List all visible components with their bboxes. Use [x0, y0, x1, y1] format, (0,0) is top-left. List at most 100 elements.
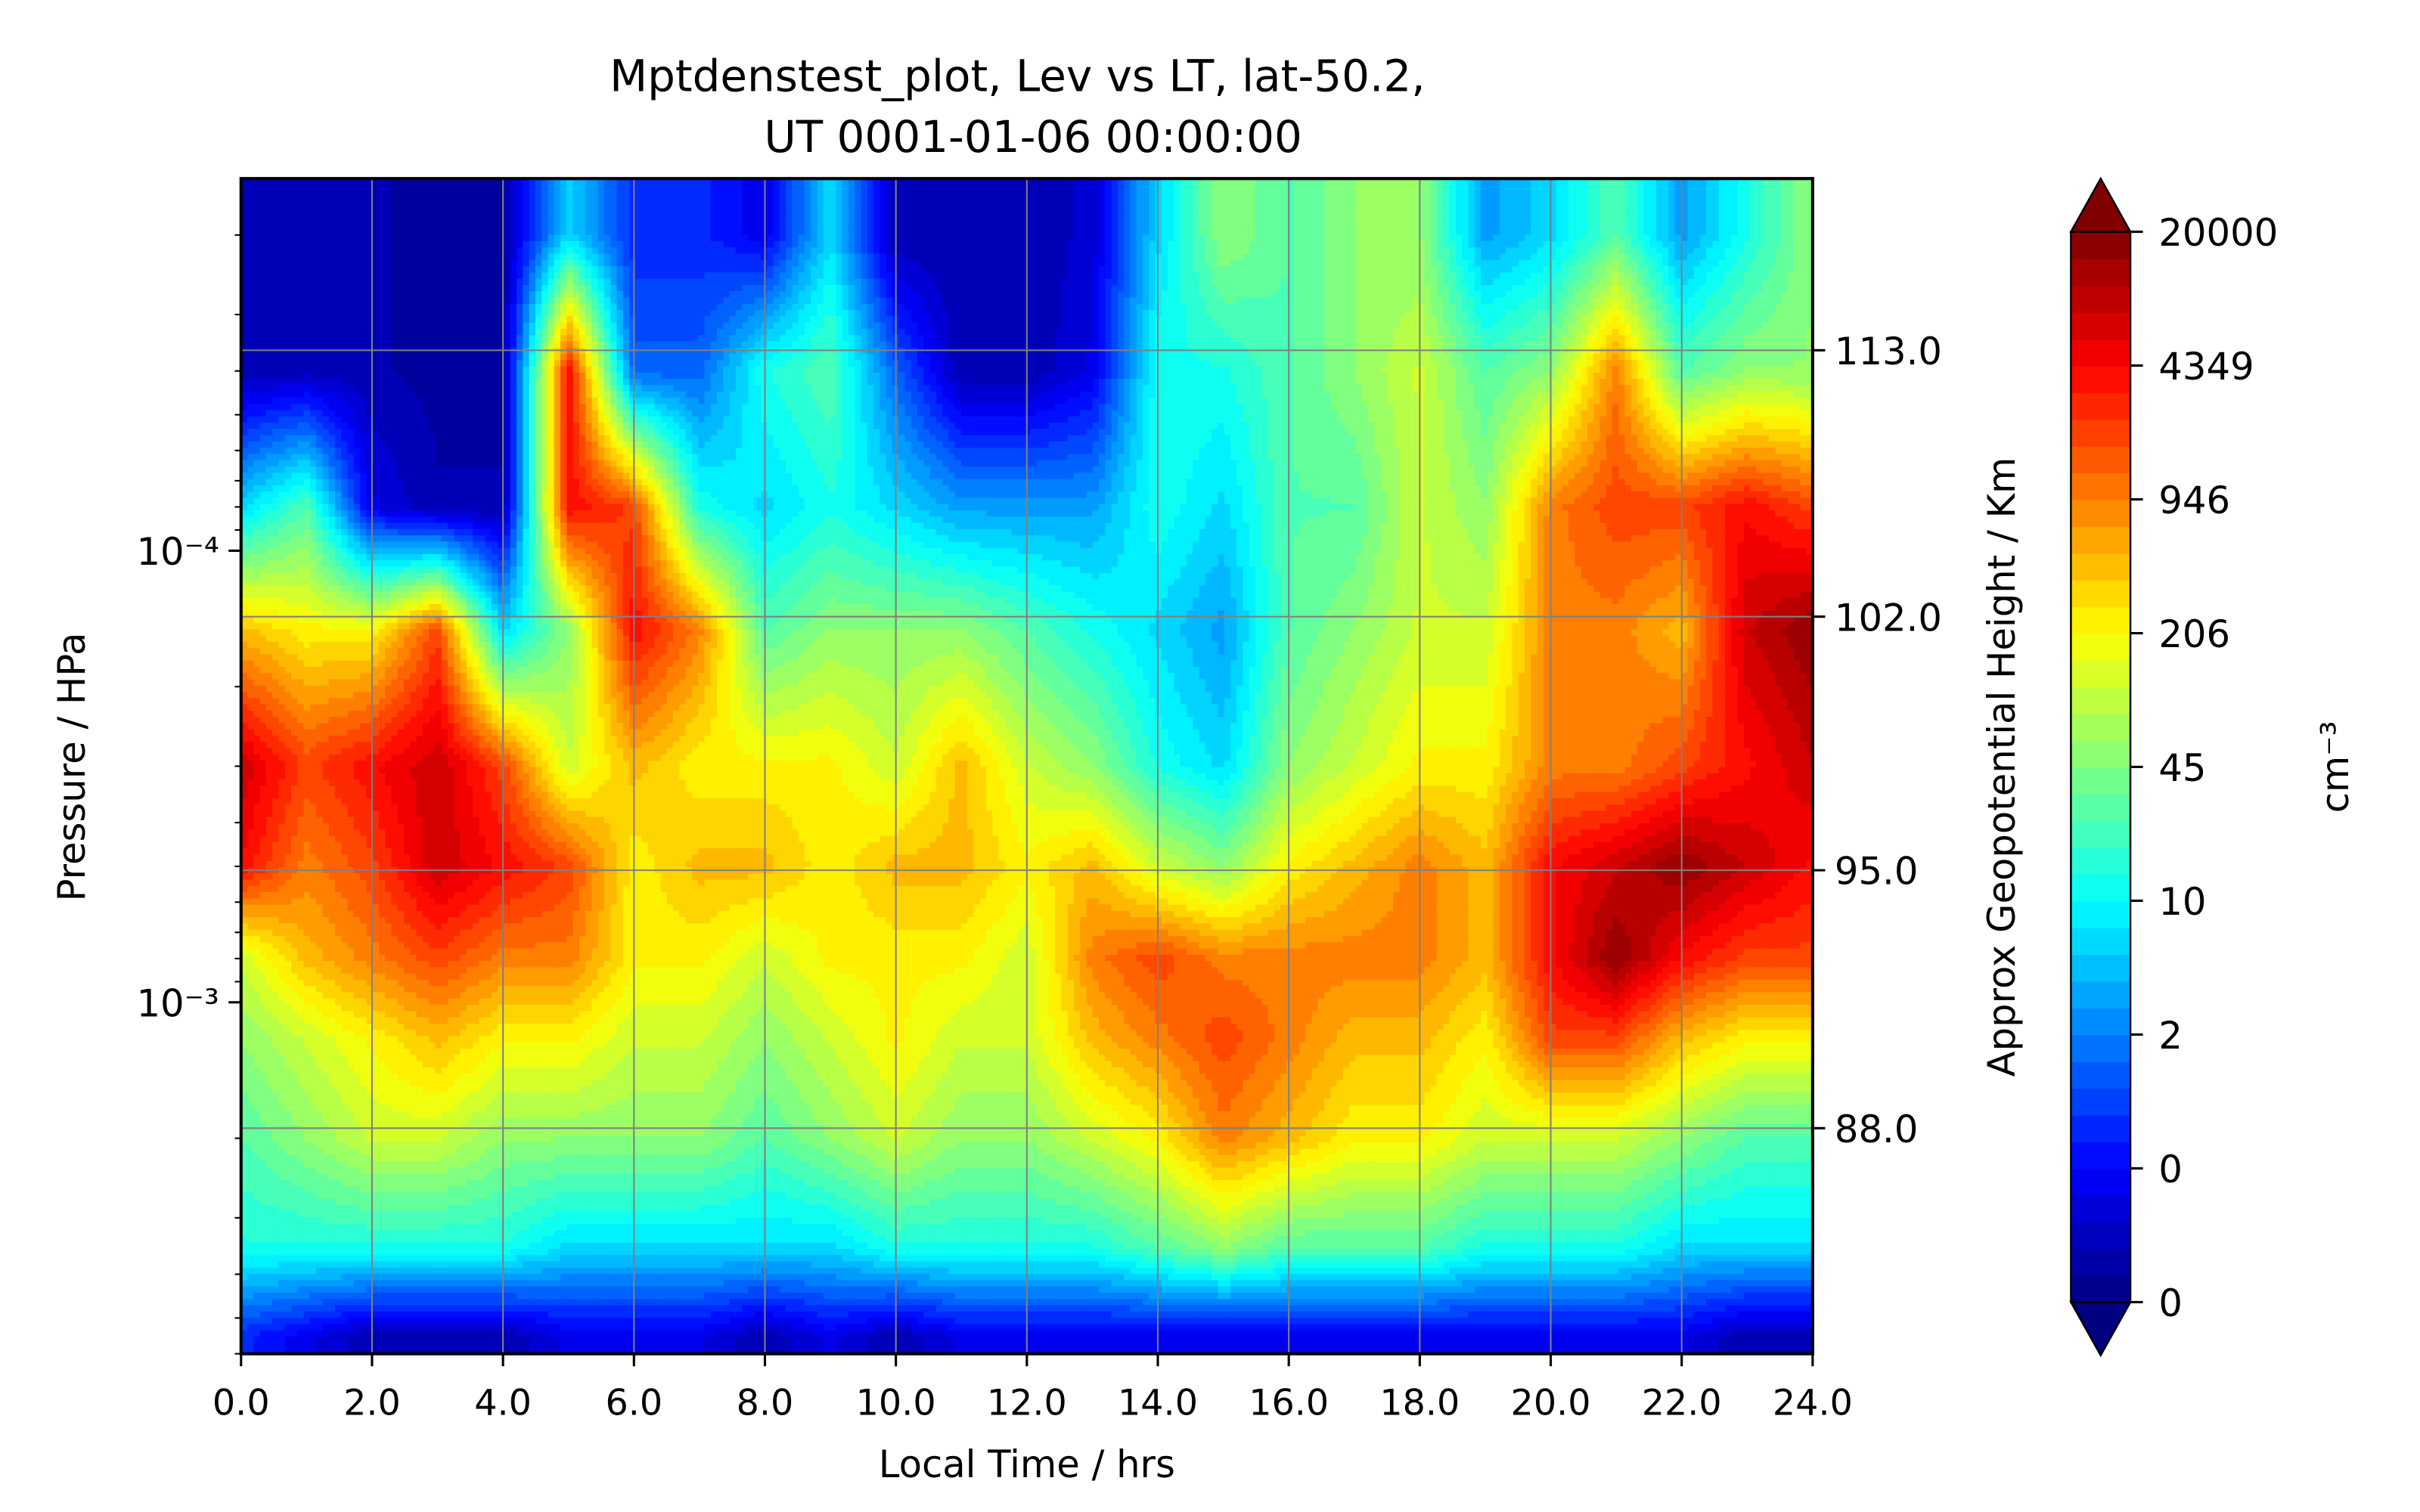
contour-cell [635, 191, 643, 199]
contour-cell [1074, 191, 1081, 199]
contour-cell [742, 266, 749, 274]
contour-cell [1318, 228, 1326, 236]
contour-cell [1381, 216, 1388, 224]
contour-cell [1368, 185, 1376, 193]
contour-cell [1706, 191, 1714, 199]
contour-cell [799, 241, 806, 249]
contour-cell [1412, 247, 1419, 255]
contour-cell [880, 247, 887, 255]
contour-cell [742, 235, 749, 243]
contour-cell [1312, 210, 1320, 218]
contour-cell [560, 191, 568, 199]
contour-cell [1788, 197, 1795, 205]
contour-cell [1293, 210, 1301, 218]
contour-cell [1531, 185, 1538, 193]
contour-cell [1618, 216, 1626, 224]
contour-cell [604, 266, 612, 274]
contour-cell [992, 222, 1000, 230]
contour-cell [1255, 222, 1263, 230]
contour-cell [898, 185, 906, 193]
contour-cell [786, 235, 793, 243]
contour-cell [1312, 191, 1320, 199]
contour-cell [410, 222, 417, 230]
contour-cell [836, 191, 843, 199]
contour-cell [799, 254, 806, 262]
contour-cell [917, 216, 925, 224]
contour-cell [886, 210, 894, 218]
contour-cell [1074, 222, 1081, 230]
contour-cell [948, 216, 956, 224]
contour-cell [1274, 260, 1282, 268]
contour-cell [842, 203, 850, 211]
contour-cell [391, 222, 399, 230]
contour-cell [1261, 247, 1269, 255]
contour-cell [385, 228, 392, 236]
contour-cell [1249, 235, 1257, 243]
contour-cell [610, 197, 618, 205]
contour-cell [842, 228, 850, 236]
contour-cell [329, 266, 337, 274]
contour-cell [1756, 260, 1764, 268]
contour-cell [1030, 247, 1038, 255]
contour-cell [1412, 235, 1419, 243]
contour-cell [385, 247, 392, 255]
contour-cell [1519, 228, 1526, 236]
contour-cell [780, 216, 787, 224]
contour-cell [1481, 216, 1488, 224]
contour-cell [836, 203, 843, 211]
contour-cell [1061, 210, 1069, 218]
contour-cell [486, 266, 493, 274]
contour-cell [1005, 191, 1013, 199]
contour-cell [1011, 228, 1019, 236]
contour-cell [1687, 228, 1695, 236]
contour-cell [1212, 254, 1219, 262]
contour-cell [1469, 185, 1476, 193]
contour-cell [1719, 247, 1727, 255]
contour-cell [1312, 228, 1320, 236]
contour-cell [1193, 203, 1200, 211]
contour-cell [585, 210, 593, 218]
contour-cell [610, 185, 618, 193]
contour-cell [767, 266, 774, 274]
contour-cell [1738, 235, 1745, 243]
contour-cell [1706, 185, 1714, 193]
contour-cell [1731, 197, 1739, 205]
contour-cell [1668, 260, 1676, 268]
contour-cell [986, 210, 994, 218]
contour-cell [1462, 216, 1469, 224]
contour-cell [1800, 191, 1807, 199]
contour-cell [799, 222, 806, 230]
contour-cell [1512, 185, 1519, 193]
contour-cell [942, 260, 950, 268]
contour-cell [1443, 222, 1450, 230]
contour-cell [461, 266, 468, 274]
contour-cell [1487, 254, 1494, 262]
contour-cell [1174, 203, 1181, 211]
contour-cell [291, 247, 299, 255]
contour-cell [911, 235, 919, 243]
contour-cell [849, 241, 856, 249]
contour-cell [999, 222, 1007, 230]
contour-cell [291, 254, 299, 262]
contour-cell [379, 203, 386, 211]
contour-cell [316, 260, 324, 268]
contour-cell [1631, 241, 1639, 249]
contour-cell [410, 197, 417, 205]
contour-cell [517, 203, 524, 211]
contour-cell [272, 203, 280, 211]
contour-cell [904, 241, 912, 249]
contour-cell [992, 254, 1000, 262]
contour-cell [1130, 216, 1137, 224]
contour-cell [1487, 247, 1494, 255]
contour-cell [591, 235, 599, 243]
contour-cell [1625, 247, 1633, 255]
contour-cell [560, 228, 568, 236]
contour-cell [642, 241, 650, 249]
contour-cell [635, 216, 643, 224]
contour-cell [755, 203, 762, 211]
contour-cell [1137, 216, 1144, 224]
contour-cell [1368, 241, 1376, 249]
contour-cell [1105, 191, 1112, 199]
contour-cell [1355, 254, 1363, 262]
contour-cell [1537, 222, 1545, 230]
